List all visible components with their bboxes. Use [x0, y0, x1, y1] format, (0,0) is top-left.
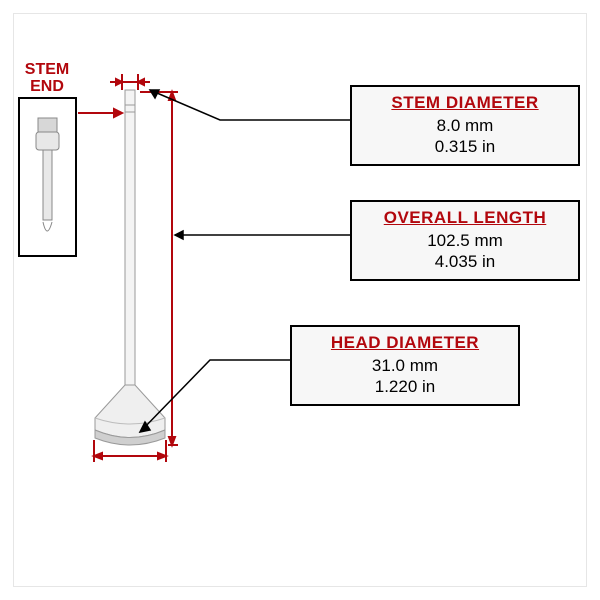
- stem-end-inset: [19, 98, 76, 256]
- engine-valve: [95, 90, 165, 445]
- dim-stem-diameter: [110, 74, 150, 90]
- callout-title: HEAD DIAMETER: [300, 333, 510, 353]
- callout-title: STEM DIAMETER: [360, 93, 570, 113]
- callout-value-mm: 102.5 mm: [360, 230, 570, 251]
- diagram-canvas: STEM END STEM DIAMETER 8.0 mm 0.315 in O…: [0, 0, 600, 600]
- callout-value-mm: 31.0 mm: [300, 355, 510, 376]
- dim-overall-length: [140, 92, 178, 445]
- callout-value-in: 1.220 in: [300, 376, 510, 397]
- stem-end-label: STEM END: [21, 62, 73, 96]
- callout-stem-diameter: STEM DIAMETER 8.0 mm 0.315 in: [350, 85, 580, 166]
- callout-value-in: 4.035 in: [360, 251, 570, 272]
- callout-value-in: 0.315 in: [360, 136, 570, 157]
- stem-end-line2: END: [21, 79, 73, 96]
- stem-end-line1: STEM: [21, 62, 73, 79]
- callout-head-diameter: HEAD DIAMETER 31.0 mm 1.220 in: [290, 325, 520, 406]
- stem-end-pointer: [78, 109, 122, 117]
- callout-title: OVERALL LENGTH: [360, 208, 570, 228]
- callout-overall-length: OVERALL LENGTH 102.5 mm 4.035 in: [350, 200, 580, 281]
- callout-value-mm: 8.0 mm: [360, 115, 570, 136]
